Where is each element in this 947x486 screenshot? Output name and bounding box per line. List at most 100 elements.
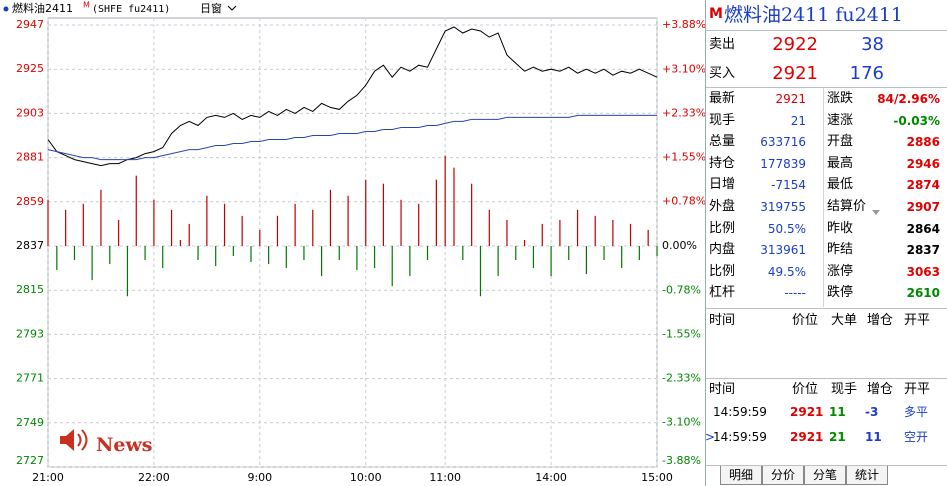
trade-cell: 21 (829, 430, 846, 444)
panel-title: 燃料油2411 fu2411 (724, 4, 904, 26)
quote-value: 21 (790, 113, 806, 128)
quote-label: 涨停 (827, 263, 854, 279)
book-price: 2921 (772, 63, 818, 84)
y-tick-label: 2859 (16, 195, 44, 208)
change-bar (206, 195, 208, 246)
watermark-text: News (96, 434, 153, 456)
quote-value: 2837 (906, 243, 940, 258)
change-bar (497, 246, 499, 277)
y2-tick-label: -3.10% (662, 416, 701, 429)
change-bar (312, 209, 314, 246)
change-bar (126, 246, 129, 297)
quote-value: 2907 (906, 200, 940, 214)
change-bar (241, 215, 243, 246)
quote-label: 总量 (709, 134, 736, 150)
y2-tick-label: +1.55% (662, 151, 705, 164)
y2-tick-label: +0.78% (662, 195, 705, 208)
y-tick-label: 2727 (16, 454, 44, 467)
change-bar (488, 209, 490, 246)
change-bar (109, 246, 111, 265)
change-bar (603, 246, 605, 261)
change-bar (541, 223, 543, 246)
change-bar (365, 179, 367, 246)
x-tick-label: 21:00 (32, 471, 64, 484)
quote-value: -0.03% (893, 113, 940, 128)
quote-value: 2874 (906, 178, 940, 193)
row-marker: > (705, 430, 716, 444)
panel-flag: M (709, 6, 723, 22)
y2-tick-label: 0.00% (662, 239, 697, 252)
column-header: 时间 (709, 382, 736, 397)
change-bar (356, 246, 358, 271)
tab[interactable]: 明细 (720, 466, 762, 485)
quote-label: 内盘 (709, 242, 736, 258)
x-tick-label: 22:00 (138, 471, 170, 484)
column-header: 大单 (831, 313, 858, 328)
quote-value: 2946 (906, 156, 940, 171)
change-bar (347, 195, 349, 246)
change-bar (215, 246, 217, 267)
change-bar (382, 183, 384, 246)
dropdown-arrow[interactable] (227, 5, 237, 11)
change-bar (550, 246, 552, 277)
tab[interactable]: 分价 (762, 466, 804, 485)
column-header: 价位 (792, 313, 819, 328)
change-bar (576, 209, 579, 246)
quote-value: 3063 (906, 264, 940, 279)
change-bar (462, 246, 464, 261)
dropdown-arrow[interactable] (872, 210, 880, 215)
change-bar (250, 246, 252, 263)
y2-tick-label: -3.88% (662, 454, 701, 467)
instrument-name: 燃料油2411 (12, 1, 73, 15)
instrument-code: (SHFE fu2411) (92, 4, 170, 15)
trade-cell: 11 (865, 430, 882, 444)
trade-cell: 2921 (790, 430, 824, 444)
column-header: 时间 (709, 313, 736, 328)
change-bar (585, 246, 587, 275)
change-bar (303, 246, 305, 261)
separator (706, 378, 947, 379)
change-bar (329, 189, 332, 246)
speaker-icon (60, 429, 74, 451)
quote-value: 2864 (906, 221, 940, 236)
x-tick-label: 14:00 (535, 471, 567, 484)
quote-label: 外盘 (709, 199, 736, 214)
instrument-flag: M (83, 1, 90, 10)
tab[interactable]: 分笔 (804, 466, 846, 485)
change-bar (321, 246, 323, 277)
trade-cell: 多平 (904, 405, 929, 419)
column-header: 价位 (792, 382, 819, 397)
tab[interactable]: 统计 (846, 466, 888, 485)
change-bar (73, 246, 76, 261)
change-bar (170, 209, 173, 246)
y2-tick-label: +2.33% (662, 106, 705, 119)
trade-cell: 11 (829, 405, 846, 419)
y-tick-label: 2793 (16, 327, 44, 340)
quote-value: 633716 (760, 135, 806, 150)
change-bar (144, 246, 146, 261)
change-bar (338, 246, 340, 261)
y-tick-label: 2947 (16, 18, 44, 31)
quote-label: 跌停 (827, 285, 854, 301)
column-header: 增仓 (867, 313, 894, 328)
quote-value: ----- (784, 286, 806, 301)
change-bar (82, 203, 84, 246)
change-bar (418, 203, 420, 246)
change-bar (294, 203, 296, 246)
change-bar (135, 175, 137, 246)
y2-tick-label: +3.10% (662, 62, 705, 75)
window-selector[interactable]: 日窗 (200, 1, 222, 15)
change-bar (471, 183, 473, 246)
trade-cell: -3 (865, 405, 879, 419)
change-bar (232, 246, 234, 257)
change-bar (638, 246, 640, 261)
book-price: 2922 (772, 34, 818, 55)
trade-cell: 2921 (790, 405, 824, 419)
change-bar (276, 215, 279, 246)
quote-value: 49.5% (767, 264, 806, 279)
quote-label: 结算价 (827, 199, 867, 214)
change-bar (153, 199, 155, 246)
change-bar (56, 246, 58, 271)
quote-label: 现手 (709, 112, 736, 128)
